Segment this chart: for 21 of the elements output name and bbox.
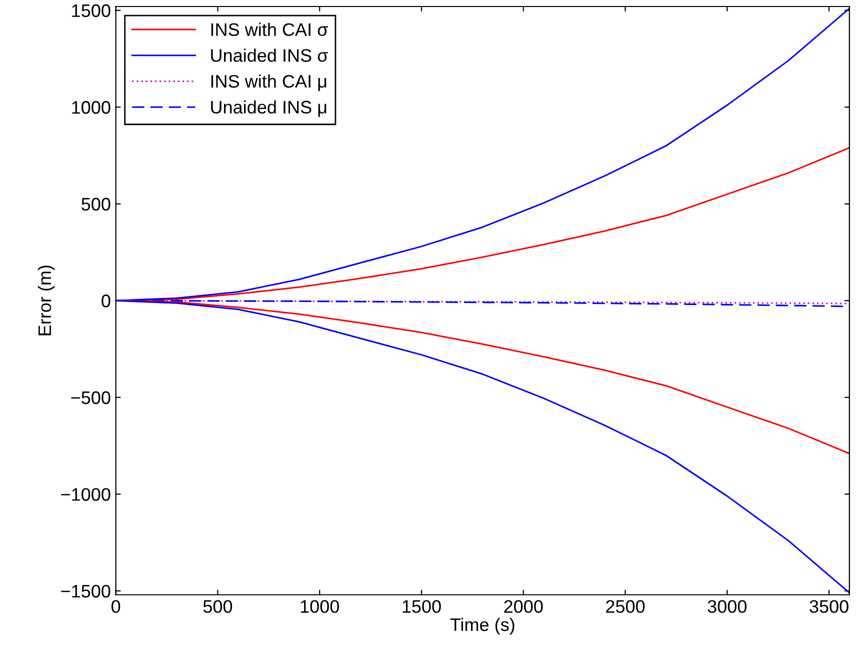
x-tick-label: 500	[203, 600, 232, 613]
legend-label: Unaided INS μ	[211, 100, 326, 117]
y-tick-label: −1500	[61, 584, 110, 598]
x-tick-label: 0	[112, 600, 120, 613]
x-tick-label: 3000	[708, 600, 747, 613]
x-axis-title: Time (s)	[450, 618, 514, 635]
y-tick-label: −1000	[61, 488, 110, 501]
y-tick-label: −500	[71, 391, 110, 404]
y-tick-label: 0	[102, 294, 110, 308]
y-tick-label: 500	[82, 198, 110, 211]
x-tick-label: 3500	[810, 600, 848, 613]
y-tick-label: 1500	[72, 4, 110, 18]
x-tick-label: 1500	[402, 600, 441, 613]
x-tick-label: 2000	[504, 600, 543, 613]
x-tick-label: 1000	[300, 600, 339, 613]
x-tick-label: 2500	[606, 600, 645, 613]
y-tick-label: 1000	[72, 101, 110, 114]
legend-label: INS with CAI μ	[211, 74, 326, 92]
y-axis-title: Error (m)	[38, 266, 55, 336]
legend-label: Unaided INS σ	[211, 48, 328, 62]
legend-label: INS with CAI σ	[211, 22, 328, 36]
